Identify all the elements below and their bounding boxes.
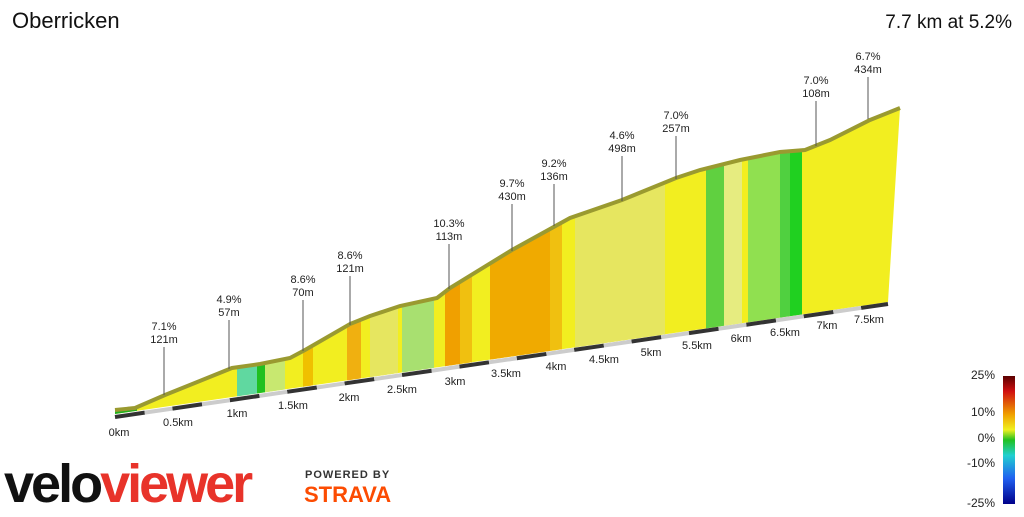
legend-label: 0%: [978, 431, 996, 445]
logo-a: velo: [4, 454, 101, 512]
annotation-length: 121m: [150, 334, 178, 346]
distance-label: 6km: [731, 333, 752, 345]
legend-label: -25%: [967, 496, 995, 510]
strava: STRAVA: [304, 482, 391, 507]
distance-label: 4.5km: [589, 354, 619, 366]
legend-label: 10%: [971, 405, 995, 419]
distance-label: 2km: [339, 392, 360, 404]
annotation-length: 121m: [336, 263, 364, 275]
annotation-length: 136m: [540, 171, 568, 183]
distance-label: 6.5km: [770, 327, 800, 339]
logo: veloviewer: [4, 454, 253, 512]
annotation-gradient: 7.1%: [151, 321, 176, 333]
distance-label: 5.5km: [682, 340, 712, 352]
distance-label: 7.5km: [854, 314, 884, 326]
annotation-length: 498m: [608, 143, 636, 155]
annotation-length: 257m: [662, 123, 690, 135]
annotation-gradient: 7.0%: [803, 75, 828, 87]
distance-label: 5km: [641, 347, 662, 359]
distance-label: 1.5km: [278, 400, 308, 412]
legend-scale: [1003, 376, 1015, 504]
distance-strip-alt: [114, 302, 889, 419]
annotation-length: 70m: [292, 287, 313, 299]
distance-label: 2.5km: [387, 384, 417, 396]
annotation-length: 113m: [436, 231, 463, 243]
logo-b: viewer: [100, 454, 253, 512]
distance-label: 7km: [817, 320, 838, 332]
distance-label: 3.5km: [491, 368, 521, 380]
title: Oberricken: [12, 8, 120, 33]
legend-label: -10%: [967, 456, 995, 470]
distance-label: 1km: [227, 408, 248, 420]
distance-label: 3km: [445, 376, 466, 388]
annotation-gradient: 9.7%: [499, 178, 524, 190]
annotation-gradient: 6.7%: [855, 51, 880, 63]
annotation-gradient: 8.6%: [337, 250, 362, 262]
annotation-gradient: 9.2%: [541, 158, 566, 170]
legend-label: 25%: [971, 368, 995, 382]
annotation-length: 108m: [802, 88, 830, 100]
annotation-gradient: 7.0%: [663, 110, 688, 122]
profile-edge: [114, 106, 901, 412]
annotation-length: 430m: [498, 191, 526, 203]
annotation-length: 434m: [854, 64, 882, 76]
distance-label: 4km: [546, 361, 567, 373]
annotation-gradient: 10.3%: [433, 218, 464, 230]
summary: 7.7 km at 5.2%: [885, 12, 1012, 33]
annotation-length: 57m: [218, 307, 239, 319]
powered-by: POWERED BY: [305, 469, 390, 481]
distance-label: 0.5km: [163, 417, 193, 429]
distance-label: 0km: [109, 427, 130, 439]
distance-strip: [114, 302, 889, 419]
annotation-gradient: 4.9%: [216, 294, 241, 306]
annotation-gradient: 8.6%: [290, 274, 315, 286]
annotation-gradient: 4.6%: [609, 130, 634, 142]
